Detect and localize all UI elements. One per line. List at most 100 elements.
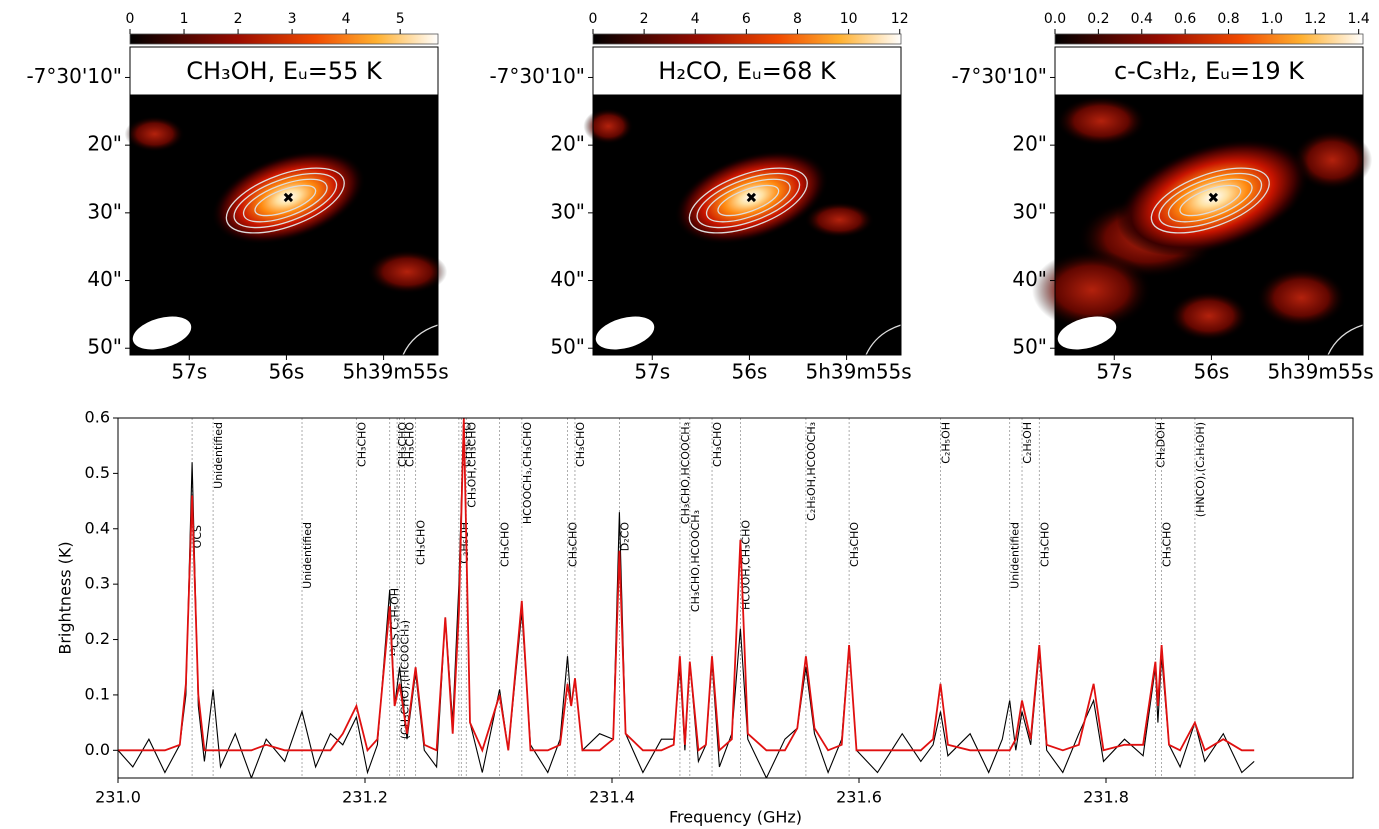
line-label: C₂H₅OH (940, 422, 953, 464)
line-label: CH₃CHO (1161, 522, 1174, 567)
x-tick-label: 57s (634, 360, 670, 384)
line-label: Unidentified (1009, 522, 1022, 589)
colorbar-tick-label: 0.4 (1131, 11, 1153, 27)
corner-contour (1327, 324, 1364, 356)
line-label: Unidentified (212, 422, 225, 489)
colorbar-tick-label: 0.2 (1087, 11, 1109, 27)
y-tick-label: -7°30'10" (26, 64, 122, 88)
line-label: CH₃CHO,HCOOCH₃ (679, 422, 692, 524)
contour (1158, 172, 1263, 229)
y-axis-label: Brightness (K) (56, 541, 75, 654)
line-label: CH₃CHO (711, 422, 724, 467)
emission-blob (804, 201, 875, 238)
line-label: CH₃CHO (1038, 522, 1051, 567)
y-tick-label: 40" (550, 267, 585, 291)
x-tick-label: 231.6 (836, 788, 882, 807)
y-tick-label: 0.6 (85, 408, 110, 427)
contour (717, 184, 780, 217)
line-label: CH₃CHO (499, 522, 512, 567)
contour (1179, 184, 1242, 217)
map-title: H₂CO, Eᵤ=68 K (658, 57, 837, 85)
title-box (1054, 46, 1364, 96)
axes-frame (117, 417, 1354, 779)
corner-contour (865, 324, 902, 356)
contour (225, 167, 345, 234)
x-tick-label: 5h39m55s (342, 360, 448, 384)
spectrum-panel: OCSUnidentifiedUnidentifiedCH₃CHO¹³CS,C₂… (56, 408, 1354, 827)
x-tick-label: 231.4 (589, 788, 635, 807)
line-label: CH₃OH,CH₃CHO (465, 422, 478, 508)
colorbar-tick-label: 12 (891, 11, 909, 27)
contour (233, 172, 338, 229)
axes-frame (592, 46, 902, 356)
line-label: CH₃CHO (415, 520, 428, 565)
contour (254, 184, 317, 217)
colorbar-tick-label: 4 (691, 11, 700, 27)
beam (1057, 316, 1117, 350)
colorbar-tick-label: 6 (742, 11, 751, 27)
source-marker: ✖ (283, 190, 295, 206)
y-tick-label: -7°30'10" (951, 64, 1047, 88)
plot-area (118, 418, 1255, 778)
beam (132, 316, 192, 350)
map-panel: ✖ c-C₃H₂, Eᵤ=19 K -7°30'10" 20" 30" 40" 50" 57s… (951, 11, 1373, 384)
colorbar-tick-label: 10 (840, 11, 858, 27)
colorbar-tick-label: 0.6 (1174, 11, 1196, 27)
x-tick-label: 56s (268, 360, 304, 384)
x-tick-label: 231.0 (95, 788, 141, 807)
y-tick-label: 20" (1012, 132, 1047, 156)
colorbar-tick-label: 2 (640, 11, 649, 27)
colorbar-tick-label: 1.4 (1348, 11, 1370, 27)
x-tick-label: 5h39m55s (805, 360, 911, 384)
axes-frame (1054, 46, 1364, 356)
colorbar-tick-label: 0.0 (1044, 11, 1066, 27)
y-tick-label: 0.0 (85, 740, 110, 759)
x-tick-label: 5h39m55s (1267, 360, 1373, 384)
line-label: CH₃CHO,HCOOCH₃ (689, 510, 702, 612)
emission-blob (583, 108, 634, 145)
y-tick-label: 0.4 (85, 518, 110, 537)
emission-blob (1031, 250, 1152, 330)
model-spectrum (118, 418, 1255, 753)
contour (1150, 167, 1270, 234)
contour (696, 172, 801, 229)
emission-blob (1169, 291, 1249, 341)
line-label: Unidentified (301, 522, 314, 589)
y-tick-label: 30" (1012, 199, 1047, 223)
colorbar-tick-label: 1.2 (1304, 11, 1326, 27)
line-label: CH₃CHO (848, 522, 861, 567)
emission-blob (1056, 96, 1147, 146)
y-tick-label: 0.3 (85, 574, 110, 593)
colorbar-tick-label: 0.8 (1217, 11, 1239, 27)
line-label: D₂CO (618, 522, 631, 552)
contour (242, 178, 328, 223)
line-label: CH₃CHO (567, 522, 580, 567)
y-tick-label: 50" (1012, 335, 1047, 359)
colorbar (592, 33, 902, 45)
line-label: CH₃CHO (574, 422, 587, 467)
emission-blob (1256, 267, 1347, 328)
map-panel: ✖ CH₃OH, Eᵤ=55 K -7°30'10" 20" 30" 40" 50" 57s 5… (26, 11, 448, 384)
beam (595, 316, 655, 350)
y-tick-label: 40" (87, 267, 122, 291)
colorbar (129, 33, 439, 45)
y-tick-label: 30" (87, 199, 122, 223)
y-tick-label: 0.1 (85, 684, 110, 703)
emission-blob (1292, 130, 1373, 190)
line-label: HCOOCH₃,CH₃CHO (521, 422, 534, 524)
emission-peak (1116, 138, 1310, 256)
colorbar-tick-label: 3 (288, 11, 297, 27)
contour (1167, 178, 1253, 223)
y-tick-label: 20" (87, 132, 122, 156)
line-label: CH₃CHO (404, 422, 417, 467)
y-tick-label: 50" (550, 335, 585, 359)
map-panel: ✖ H₂CO, Eᵤ=68 K -7°30'10" 20" 30" 40" 50" 57s 56… (489, 11, 911, 384)
colorbar-tick-label: 2 (234, 11, 243, 27)
emission-blob (367, 249, 448, 294)
x-tick-label: 57s (1096, 360, 1132, 384)
line-label: (CH₃CHO),(HCOOCH₃) (399, 620, 412, 739)
source-marker: ✖ (1208, 190, 1220, 206)
line-label: C₂H₅OH,HCOOCH₃ (805, 422, 818, 521)
